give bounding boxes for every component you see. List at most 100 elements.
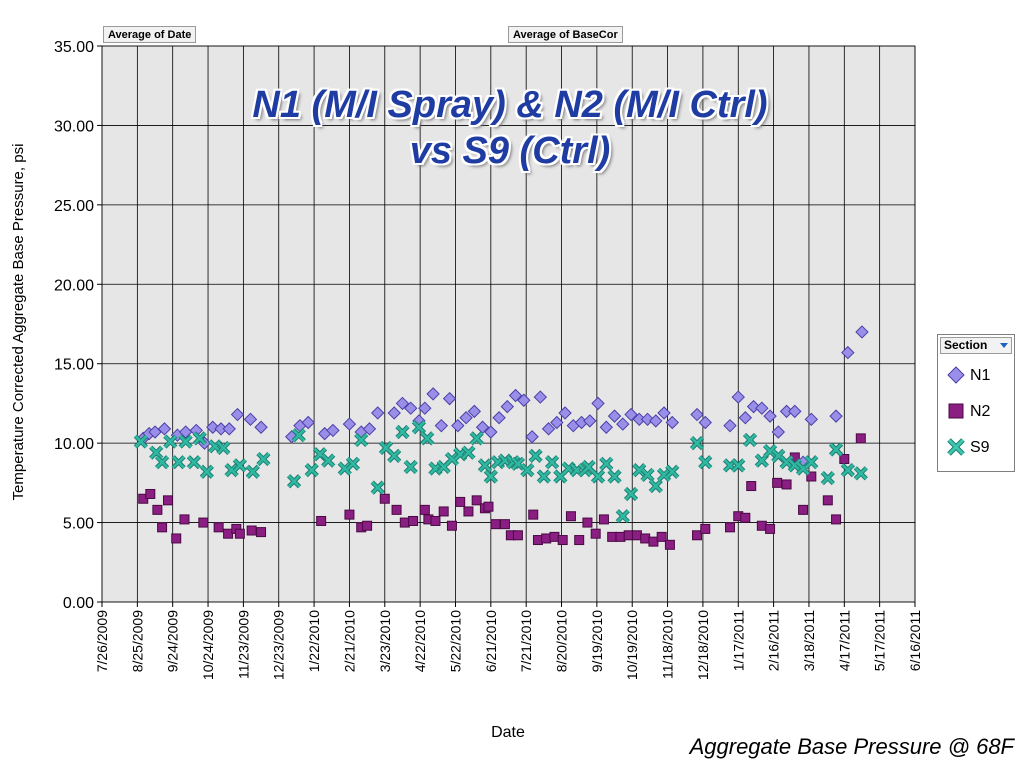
- data-point-n2: [223, 528, 234, 539]
- data-point-n1: [788, 404, 802, 419]
- data-point-n2: [152, 504, 163, 515]
- data-point-n2: [598, 514, 609, 525]
- data-point-s9: [648, 478, 663, 494]
- data-point-n1: [541, 422, 556, 436]
- data-point-n2: [213, 522, 224, 533]
- x-tick-label: 3/18/2011: [801, 610, 817, 671]
- data-point-s9: [665, 464, 680, 479]
- x-tick-label: 5/17/2011: [872, 610, 888, 671]
- y-tick-label: 30.00: [54, 118, 94, 135]
- data-point-s9: [411, 420, 427, 435]
- average-of-basecor-button[interactable]: Average of BaseCor: [508, 26, 623, 43]
- chart-title-line-2: vs S9 (Ctrl): [409, 130, 611, 172]
- data-point-s9: [477, 458, 493, 473]
- data-point-n1: [690, 407, 704, 422]
- legend-filter-button[interactable]: Section: [940, 337, 1012, 354]
- data-point-n2: [582, 517, 593, 528]
- x-tick-label: 11/18/2010: [660, 610, 676, 679]
- data-point-s9: [286, 474, 302, 489]
- data-point-s9: [337, 461, 352, 476]
- plot-area: [101, 45, 916, 603]
- data-point-n2: [490, 519, 501, 530]
- data-point-s9: [623, 486, 639, 502]
- data-point-s9: [762, 443, 778, 459]
- data-point-n2: [162, 495, 173, 506]
- data-point-n1: [829, 409, 843, 423]
- legend-label-n1: N1: [970, 367, 991, 384]
- data-point-s9: [370, 480, 385, 495]
- data-point-n1: [550, 415, 564, 430]
- x-tick-label: 11/23/2009: [235, 610, 251, 679]
- data-point-n1: [731, 390, 745, 404]
- data-point-n1: [254, 420, 268, 434]
- data-point-n2: [574, 535, 585, 546]
- data-point-n2: [839, 454, 850, 465]
- data-point-s9: [779, 455, 794, 470]
- data-point-n1: [467, 404, 482, 419]
- data-point-n2: [246, 525, 257, 536]
- data-point-n2: [512, 530, 523, 541]
- data-point-n1: [599, 420, 614, 434]
- data-point-n2: [463, 506, 474, 517]
- x-tick-label: 9/19/2010: [589, 610, 605, 672]
- data-point-n1: [451, 418, 465, 433]
- y-tick-label: 20.00: [54, 277, 94, 294]
- data-point-n2: [700, 523, 711, 534]
- data-point-n1: [738, 411, 753, 425]
- data-point-s9: [171, 455, 186, 470]
- data-point-s9: [698, 455, 713, 470]
- legend: Section N1 N2 S9: [937, 334, 1015, 472]
- square-marker-icon: [948, 403, 964, 419]
- x-tick-label: 7/26/2009: [94, 610, 110, 672]
- chart-title-line-1: N1 (M/I Spray) & N2 (M/I Ctrl): [252, 84, 768, 126]
- data-point-s9: [149, 445, 164, 460]
- dropdown-arrow-icon: [1000, 343, 1008, 348]
- data-point-n2: [590, 528, 601, 539]
- data-point-s9: [742, 432, 758, 448]
- data-point-n2: [455, 496, 466, 507]
- data-point-n1: [624, 407, 638, 422]
- data-point-n2: [171, 533, 182, 544]
- data-point-s9: [444, 451, 460, 467]
- data-point-n1: [230, 407, 245, 422]
- series-n1: [136, 325, 869, 469]
- data-point-n2: [781, 479, 792, 490]
- data-point-n1: [771, 425, 786, 439]
- data-point-s9: [232, 458, 247, 473]
- data-point-s9: [216, 440, 231, 455]
- legend-item-s9: S9: [946, 437, 1012, 461]
- data-point-n2: [607, 531, 618, 542]
- y-axis-label: Temperature Corrected Aggregate Base Pre…: [10, 143, 27, 501]
- data-point-n1: [387, 406, 401, 420]
- data-point-n2: [234, 528, 245, 539]
- data-point-n1: [492, 411, 506, 425]
- data-point-n1: [558, 406, 572, 420]
- data-point-s9: [178, 434, 193, 449]
- data-point-s9: [607, 469, 622, 484]
- data-point-n2: [198, 517, 209, 528]
- data-point-n2: [157, 522, 168, 533]
- data-point-s9: [640, 467, 655, 483]
- average-of-date-button[interactable]: Average of Date: [103, 26, 197, 43]
- x-axis-label: Date: [491, 724, 525, 741]
- data-point-s9: [461, 445, 476, 460]
- data-point-n1: [426, 387, 440, 401]
- x-tick-label: 4/22/2010: [412, 610, 428, 672]
- data-point-s9: [828, 442, 844, 457]
- data-point-s9: [420, 431, 435, 446]
- x-tick-label: 6/16/2011: [907, 610, 923, 671]
- data-point-n2: [765, 523, 776, 534]
- chart-title: N1 (M/I Spray) & N2 (M/I Ctrl) vs S9 (Ct…: [200, 82, 820, 174]
- data-point-n1: [517, 393, 531, 407]
- data-point-n2: [145, 488, 156, 499]
- series-s9: [133, 420, 868, 524]
- legend-label-n2: N2: [970, 403, 991, 420]
- data-point-s9: [387, 448, 402, 463]
- data-point-n1: [434, 418, 449, 433]
- data-point-n2: [557, 535, 568, 546]
- data-point-n2: [541, 533, 552, 544]
- data-point-n1: [442, 391, 457, 406]
- data-point-n1: [157, 422, 172, 436]
- data-point-n1: [804, 412, 819, 427]
